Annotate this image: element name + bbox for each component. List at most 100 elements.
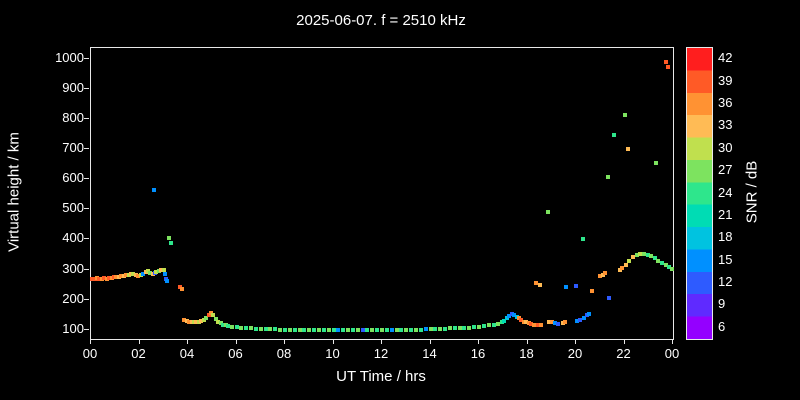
colorbar-tick-label: 30 (718, 139, 733, 155)
data-point (365, 327, 370, 332)
data-point (457, 326, 462, 331)
y-tick-label: 100 (62, 320, 84, 336)
data-point (634, 252, 639, 257)
data-point (399, 327, 404, 332)
data-point (355, 327, 360, 332)
data-point (189, 320, 194, 325)
data-point (656, 258, 661, 263)
data-point (413, 327, 418, 332)
data-point (462, 325, 467, 330)
colorbar-label: SNR / dB (743, 160, 761, 224)
data-point (606, 296, 611, 301)
y-tick-mark (84, 148, 89, 150)
data-point (491, 322, 496, 327)
x-tick-mark (672, 339, 673, 344)
data-point (627, 258, 632, 263)
y-tick-mark (84, 208, 89, 210)
data-point (119, 274, 124, 279)
data-point (192, 320, 197, 325)
data-point (213, 317, 218, 322)
data-point (472, 324, 477, 329)
data-point (341, 327, 346, 332)
data-point (667, 265, 672, 270)
data-point (623, 263, 628, 268)
data-point (316, 327, 321, 332)
data-point (603, 271, 608, 276)
data-point (481, 324, 486, 329)
data-point (239, 325, 244, 330)
data-point (584, 313, 589, 318)
x-tick-mark (429, 339, 431, 344)
data-point (95, 276, 100, 281)
data-point (92, 276, 97, 281)
data-point (199, 318, 204, 323)
data-point (253, 326, 258, 331)
data-point (216, 319, 221, 324)
data-point (563, 319, 568, 324)
data-point (560, 321, 565, 326)
data-point (620, 266, 625, 271)
colorbar-tick-label: 27 (718, 162, 733, 178)
data-point (258, 327, 263, 332)
data-point (533, 280, 538, 285)
y-tick-mark (84, 268, 89, 270)
data-point (148, 270, 153, 275)
data-point (589, 288, 594, 293)
x-tick-mark (478, 339, 479, 344)
data-point (141, 271, 146, 276)
x-tick-mark (187, 339, 188, 344)
y-tick-label: 300 (62, 260, 84, 276)
x-tick-label: 06 (228, 346, 243, 361)
x-tick-label: 20 (567, 346, 583, 361)
data-point (156, 268, 161, 273)
data-point (517, 316, 521, 321)
colorbar-tick-label: 9 (718, 296, 726, 312)
data-point (121, 273, 126, 278)
data-point (582, 315, 587, 320)
x-tick-mark (138, 339, 140, 344)
data-point (665, 64, 670, 69)
x-tick-label: 04 (179, 346, 195, 361)
data-point (287, 327, 292, 332)
colorbar-tick-label: 33 (718, 117, 733, 133)
x-tick-label: 00 (664, 346, 680, 361)
data-point (654, 160, 659, 165)
data-point (150, 271, 155, 276)
data-point (577, 317, 582, 322)
data-point (326, 327, 331, 332)
data-point (514, 314, 519, 319)
data-point (136, 273, 141, 278)
data-point (536, 322, 541, 327)
data-point (297, 327, 302, 332)
x-tick-mark (526, 339, 528, 344)
x-tick-mark (332, 339, 334, 344)
data-point (645, 253, 650, 258)
data-point (549, 320, 554, 325)
data-point (529, 321, 534, 326)
data-point (104, 276, 109, 281)
data-point (126, 272, 131, 277)
data-point (346, 327, 351, 332)
y-tick-mark (84, 328, 89, 330)
data-point (102, 276, 107, 281)
data-point (263, 327, 268, 332)
data-point (112, 275, 117, 280)
y-tick-label: 900 (62, 79, 84, 95)
data-point (249, 326, 254, 331)
data-point (547, 319, 552, 324)
data-point (166, 235, 171, 240)
x-tick-mark (381, 339, 382, 344)
data-point (97, 276, 102, 281)
y-tick-label: 600 (62, 170, 84, 186)
x-tick-label: 22 (616, 346, 631, 361)
data-point (600, 272, 605, 277)
data-point (519, 318, 524, 323)
x-tick-label: 02 (131, 346, 146, 361)
data-point (438, 327, 443, 332)
y-axis-label: Virtual height / km (5, 132, 23, 252)
data-point (531, 322, 536, 327)
data-point (375, 327, 380, 332)
data-point (109, 275, 114, 280)
data-point (605, 174, 610, 179)
